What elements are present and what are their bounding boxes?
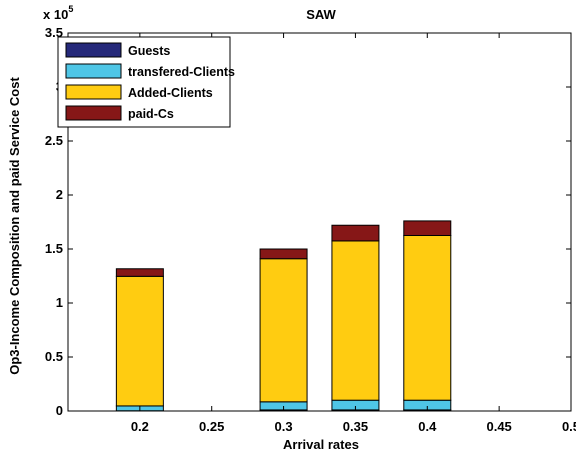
legend-label: Guests [128,44,170,58]
y-ticks: 00.511.522.533.5 [45,25,571,418]
legend: Guests transfered-Clients Added-Clients pai… [57,36,235,128]
x-tick-label: 0.2 [131,419,149,434]
x-tick-label: 0.3 [275,419,293,434]
bar-segment-paid-cs-3 [403,220,452,236]
y-exponent-base: x 10 [43,7,68,22]
x-tick-label: 0.4 [418,419,437,434]
bar-segment-added-clients-2 [331,240,380,401]
bar-segment-added-clients-1 [259,258,308,403]
x-tick-label: 0.35 [343,419,368,434]
y-tick-label: 1 [56,295,63,310]
chart-title: SAW [306,7,336,22]
legend-swatch [65,84,122,100]
x-axis-label: Arrival rates [283,437,359,452]
x-tick-label: 0.45 [486,419,511,434]
legend-swatch [65,105,122,121]
bar-segment-paid-cs-1 [259,248,308,260]
legend-label: paid-Cs [128,107,174,121]
bar-segment-paid-cs-2 [331,224,380,242]
y-tick-label: 0 [56,403,63,418]
bar-segment-added-clients-3 [403,235,452,401]
y-axis-label: Op3-Income Composition and paid Service … [7,77,22,375]
y-tick-label: 2 [56,187,63,202]
legend-swatch [65,63,122,79]
y-tick-label: 0.5 [45,349,63,364]
y-tick-label: 2.5 [45,133,63,148]
y-tick-label: 3.5 [45,25,63,40]
x-tick-label: 0.5 [562,419,576,434]
bar-segment-added-clients-0 [115,275,164,407]
y-exponent-power: 5 [68,4,73,14]
axes-group [67,32,572,412]
legend-label: Added-Clients [128,86,213,100]
axes-box [67,32,572,412]
bar-segment-paid-cs-0 [115,268,164,277]
legend-swatch [65,42,122,58]
x-ticks: 0.2 0.25 0.3 0.35 0.4 0.45 0.5 [131,33,576,434]
y-axis-exponent: x 105 [43,4,73,22]
x-tick-label: 0.25 [199,419,224,434]
legend-label: transfered-Clients [128,65,235,79]
y-tick-label: 1.5 [45,241,63,256]
